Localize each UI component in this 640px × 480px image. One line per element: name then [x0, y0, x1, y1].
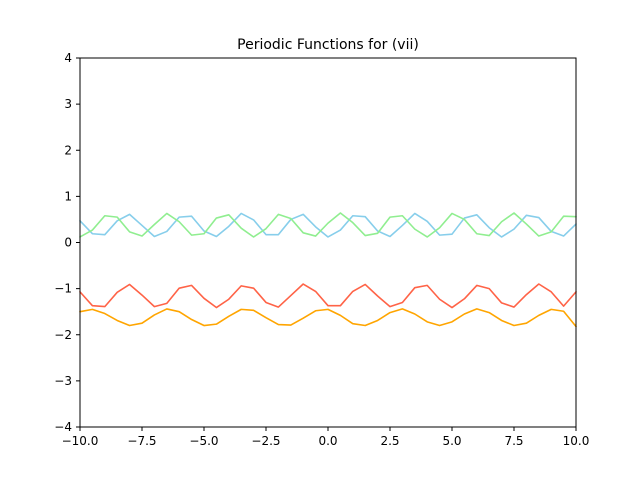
x-tick-label: 7.5 — [504, 434, 523, 448]
x-tick-label: −2.5 — [251, 434, 280, 448]
x-tick-label: 0.0 — [318, 434, 337, 448]
y-tick-label: 4 — [64, 51, 72, 65]
y-tick-label: −2 — [54, 328, 72, 342]
series-line-4 — [79, 308, 577, 328]
y-tick-label: 2 — [64, 143, 72, 157]
x-tick-label: 10.0 — [563, 434, 590, 448]
x-tick-label: −10.0 — [62, 434, 99, 448]
y-tick-label: 3 — [64, 97, 72, 111]
x-tick-label: 2.5 — [380, 434, 399, 448]
series-line-2 — [79, 212, 577, 238]
series-line-3 — [79, 283, 577, 309]
chart-title: Periodic Functions for (vii) — [237, 37, 419, 53]
x-tick-label: −5.0 — [189, 434, 218, 448]
y-tick-label: −4 — [54, 420, 72, 434]
x-tick-label: 5.0 — [442, 434, 461, 448]
y-axis: −4 −3 −2 −1 0 1 2 3 4 — [54, 51, 80, 434]
y-tick-label: 1 — [64, 189, 72, 203]
x-axis: −10.0 −7.5 −5.0 −2.5 0.0 2.5 5.0 7.5 10.0 — [62, 427, 590, 448]
series-layer — [79, 212, 577, 328]
y-tick-label: −1 — [54, 282, 72, 296]
y-tick-label: −3 — [54, 374, 72, 388]
x-tick-label: −7.5 — [127, 434, 156, 448]
y-tick-label: 0 — [64, 236, 72, 250]
